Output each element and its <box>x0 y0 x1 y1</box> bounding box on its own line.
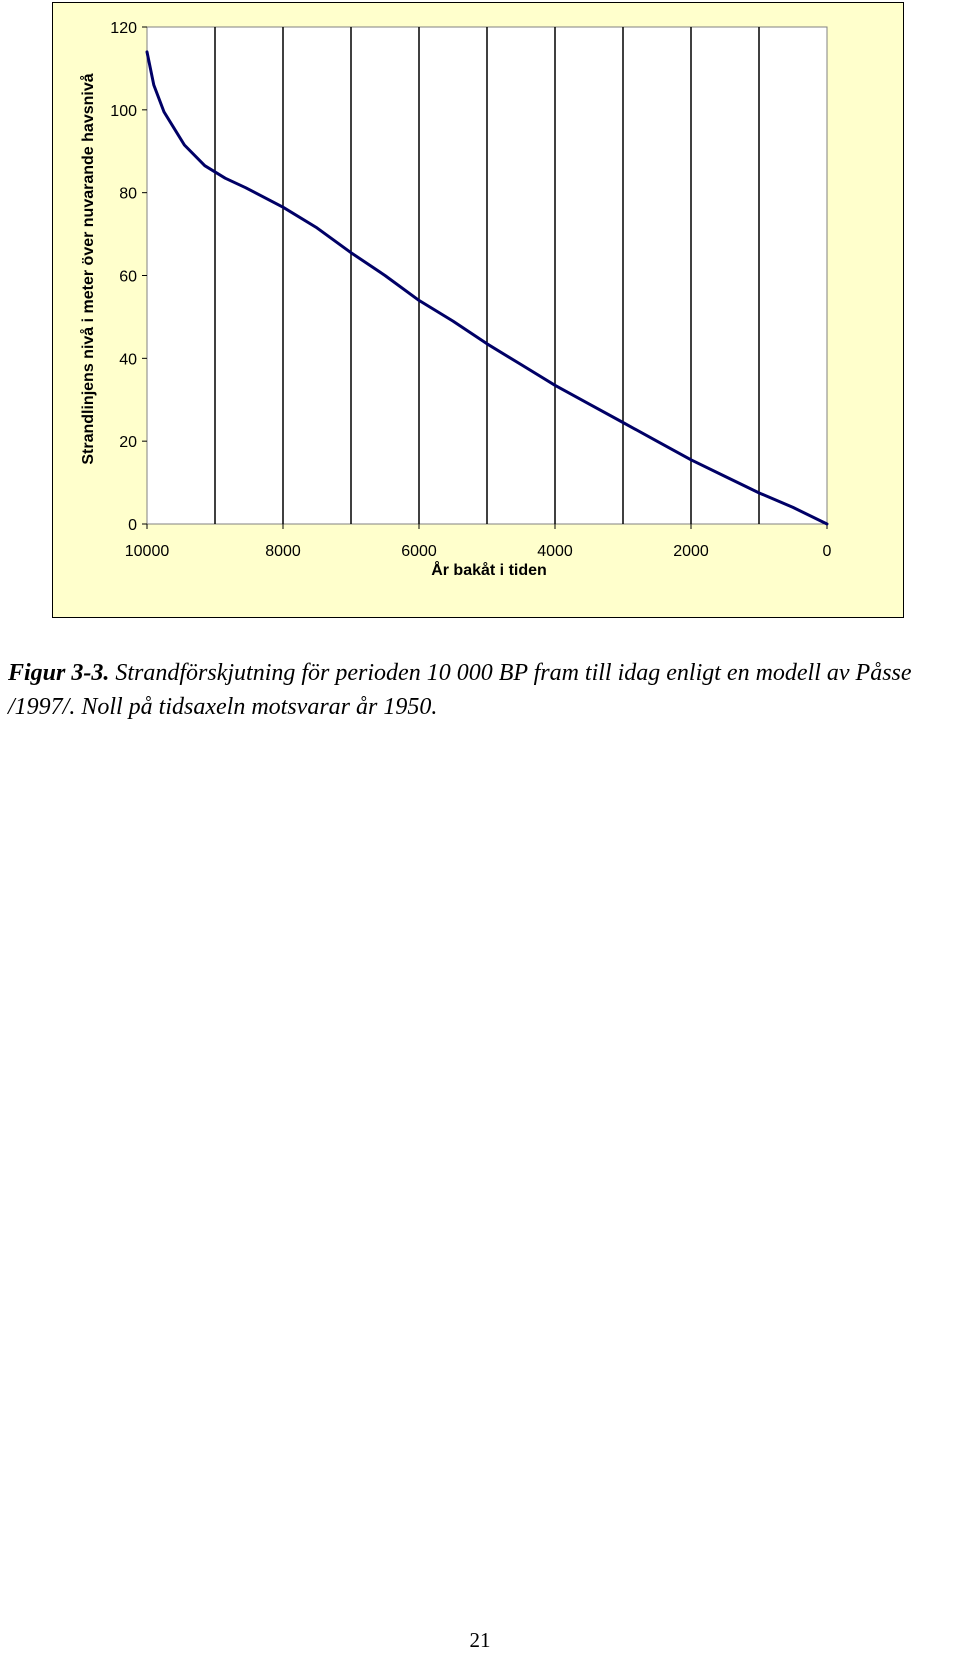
y-tick-label: 100 <box>110 103 137 120</box>
page-number: 21 <box>469 1628 491 1652</box>
x-axis-title: År bakåt i tiden <box>431 560 547 579</box>
y-tick-label: 80 <box>119 186 137 203</box>
x-tick-label: 2000 <box>673 543 709 560</box>
x-tick-label: 0 <box>823 543 832 560</box>
y-tick-label: 120 <box>110 20 137 37</box>
x-tick-label: 8000 <box>265 543 301 560</box>
x-tick-label: 4000 <box>537 543 573 560</box>
x-tick-label: 6000 <box>401 543 437 560</box>
y-tick-label: 60 <box>119 269 137 286</box>
y-axis-title: Strandlinjens nivå i meter över nuvarand… <box>79 73 97 464</box>
shoreline-chart: 0 20 40 60 80 100 120 10000 8000 6000 4000 2000 0 S… <box>79 20 832 579</box>
caption-text: Strandförskjutning för perioden 10 000 B… <box>8 660 912 720</box>
chart-frame: 0 20 40 60 80 100 120 10000 8000 6000 4000 2000 0 S… <box>52 2 904 618</box>
figure-caption: Figur 3-3. Strandförskjutning för period… <box>8 656 953 724</box>
y-tick-label: 40 <box>119 351 137 368</box>
y-tick-label: 20 <box>119 434 137 451</box>
x-tick-label: 10000 <box>125 543 170 560</box>
shoreline-series-line <box>145 50 829 526</box>
caption-label: Figur 3-3. <box>8 660 110 686</box>
y-tick-label: 0 <box>128 517 137 534</box>
